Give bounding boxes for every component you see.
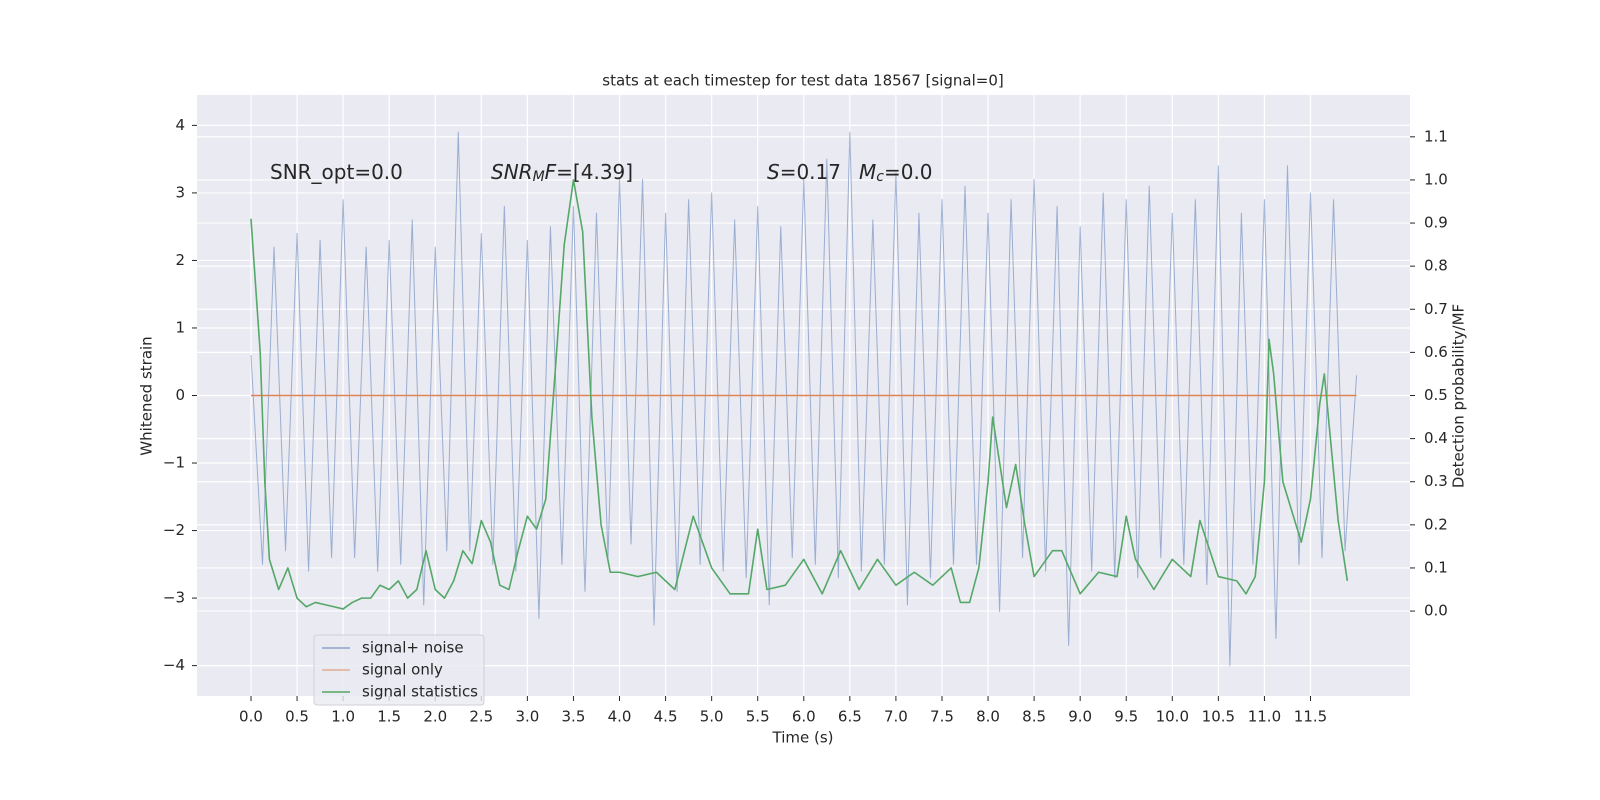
- y-tick-label: −3: [163, 589, 185, 607]
- x-axis-label: Time (s): [772, 729, 834, 747]
- y2-tick-label: 1.1: [1424, 127, 1448, 145]
- series-line: [250, 179, 1349, 610]
- x-tick-label: 2.0: [423, 708, 447, 726]
- x-tick-label: 7.5: [930, 708, 954, 726]
- chart-title: stats at each timestep for test data 185…: [602, 72, 1003, 90]
- x-tick-label: 7.0: [884, 708, 908, 726]
- y2-tick-label: 0.8: [1424, 257, 1448, 275]
- y2-tick-label: 0.2: [1424, 515, 1448, 533]
- y2-tick-label: 0.3: [1424, 472, 1448, 490]
- annotation-part: =0.0: [884, 160, 933, 184]
- x-tick-label: 8.5: [1022, 708, 1046, 726]
- y2-tick-label: 0.7: [1424, 300, 1448, 318]
- annotation-part: SNR: [491, 160, 533, 184]
- x-tick-label: 9.5: [1114, 708, 1138, 726]
- x-tick-label: 0.5: [285, 708, 309, 726]
- x-tick-label: 5.5: [746, 708, 770, 726]
- y-tick-label: 0: [175, 386, 185, 404]
- legend-label: signal+ noise: [362, 639, 464, 657]
- y-tick-label: 3: [175, 183, 185, 201]
- marks: [250, 131, 1358, 667]
- y-tick-label: −4: [163, 656, 185, 674]
- legend-label: signal statistics: [362, 683, 478, 701]
- y-tick-label: −2: [163, 521, 185, 539]
- x-tick-label: 11.5: [1294, 708, 1327, 726]
- y2-tick-label: 0.0: [1424, 602, 1448, 620]
- y2-tick-label: 0.6: [1424, 343, 1448, 361]
- annotation-part: =[4.39]: [556, 160, 633, 184]
- annotation: Mc=0.0: [859, 160, 933, 186]
- x-tick-label: 3.5: [562, 708, 586, 726]
- annotation-part: M: [859, 160, 876, 184]
- y2-tick-label: 0.9: [1424, 214, 1448, 232]
- annotation-part: S: [767, 160, 780, 184]
- y-tick-label: 1: [175, 318, 185, 336]
- y2-tick-label: 0.4: [1424, 429, 1448, 447]
- y-tick-label: −1: [163, 454, 185, 472]
- annotation-part: F: [545, 160, 557, 184]
- y2-tick-label: 0.5: [1424, 386, 1448, 404]
- y-tick-label: 2: [175, 251, 185, 269]
- x-tick-label: 5.0: [700, 708, 724, 726]
- annotation: SNR_opt=0.0: [270, 160, 403, 184]
- x-tick-label: 1.5: [377, 708, 401, 726]
- y2-tick-label: 0.1: [1424, 558, 1448, 576]
- y-tick-label: 4: [175, 116, 185, 134]
- series-line: [250, 131, 1358, 667]
- x-tick-label: 9.0: [1068, 708, 1092, 726]
- x-tick-label: 10.5: [1202, 708, 1235, 726]
- x-tick-label: 3.0: [515, 708, 539, 726]
- x-tick-label: 8.0: [976, 708, 1000, 726]
- labels: 0.0 0.5 1.0 1.5 2.0 2.5 3.0 3.5 4.0 4.5 5.0 5.5 6.0 6…: [163, 116, 1448, 726]
- x-tick-label: 4.0: [608, 708, 632, 726]
- legend-box: [313, 634, 485, 706]
- x-tick-label: 0.0: [239, 708, 263, 726]
- x-tick-label: 1.0: [331, 708, 355, 726]
- legend-label: signal only: [362, 661, 443, 679]
- annotation-part: =0.17: [780, 160, 841, 184]
- y2-axis-label: Detection probability/MF: [1450, 304, 1468, 488]
- annotation: S=0.17: [767, 160, 841, 184]
- annotation-part: SNR_opt=0.0: [270, 160, 403, 184]
- annotation-part: M: [533, 169, 545, 185]
- x-tick-label: 10.0: [1156, 708, 1189, 726]
- annotation-part: c: [876, 169, 884, 185]
- y2-tick-label: 1.0: [1424, 170, 1448, 188]
- y-axis-label: Whitened strain: [138, 336, 156, 455]
- annotation: SNRMF=[4.39]: [491, 160, 633, 186]
- x-tick-label: 6.0: [792, 708, 816, 726]
- x-tick-label: 4.5: [654, 708, 678, 726]
- x-tick-label: 2.5: [469, 708, 493, 726]
- x-tick-label: 6.5: [838, 708, 862, 726]
- x-tick-label: 11.0: [1248, 708, 1281, 726]
